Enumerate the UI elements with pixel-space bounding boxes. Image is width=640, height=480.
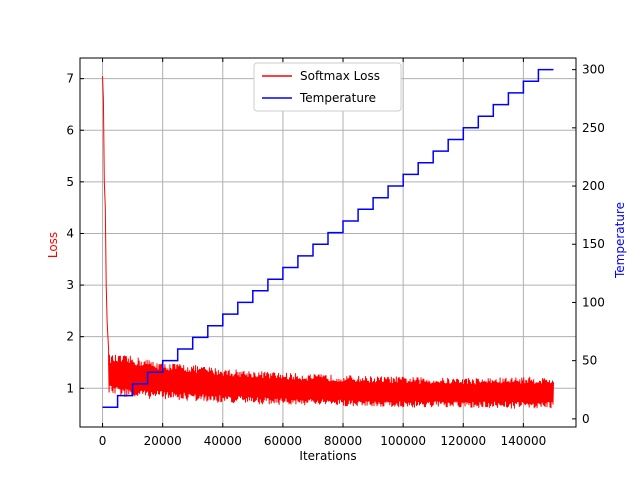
legend-box (253, 62, 402, 112)
x-tick-label: 80000 (324, 434, 362, 448)
x-tick-label: 20000 (144, 434, 182, 448)
y-left-tick-label: 1 (66, 381, 74, 395)
left-y-axis-label: Loss (46, 232, 60, 258)
series-softmax-loss-line (102, 76, 554, 409)
grid (80, 58, 576, 427)
plot-frame (79, 57, 577, 428)
y-left-tick-label: 4 (66, 226, 74, 240)
x-tick-label: 0 (99, 434, 107, 448)
x-tick-label: 100000 (380, 434, 426, 448)
y-left-tick-label: 6 (66, 123, 74, 137)
x-tick-label: 140000 (500, 434, 546, 448)
x-axis-label: Iterations (299, 449, 356, 463)
y-right-tick-label: 300 (582, 63, 605, 77)
y-left-tick-label: 7 (66, 72, 74, 86)
y-left-tick-label: 3 (66, 278, 74, 292)
left-y-axis: 1 2 3 4 5 6 7 (66, 72, 84, 395)
legend-label-softmax-loss: Softmax Loss (300, 69, 380, 83)
legend-label-temperature: Temperature (299, 91, 376, 105)
x-tick-label: 120000 (440, 434, 486, 448)
x-tick-label: 60000 (264, 434, 302, 448)
y-right-tick-label: 250 (582, 121, 605, 135)
series-layer (102, 68, 554, 409)
y-left-tick-label: 5 (66, 175, 74, 189)
x-axis: 0 20000 40000 60000 80000 100000 120000 140000 (99, 58, 546, 448)
series-temperature-line (102, 68, 554, 408)
y-right-tick-label: 200 (582, 179, 605, 193)
legend: Softmax Loss Temperature (253, 62, 402, 112)
y-right-tick-label: 100 (582, 295, 605, 309)
right-y-axis-label: Temperature (613, 202, 627, 279)
y-right-tick-label: 50 (582, 354, 597, 368)
y-right-tick-label: 0 (582, 412, 590, 426)
right-y-axis: 0 50 100 150 200 250 300 (572, 63, 605, 426)
y-right-tick-label: 150 (582, 237, 605, 251)
x-tick-label: 40000 (204, 434, 242, 448)
y-left-tick-label: 2 (66, 330, 74, 344)
